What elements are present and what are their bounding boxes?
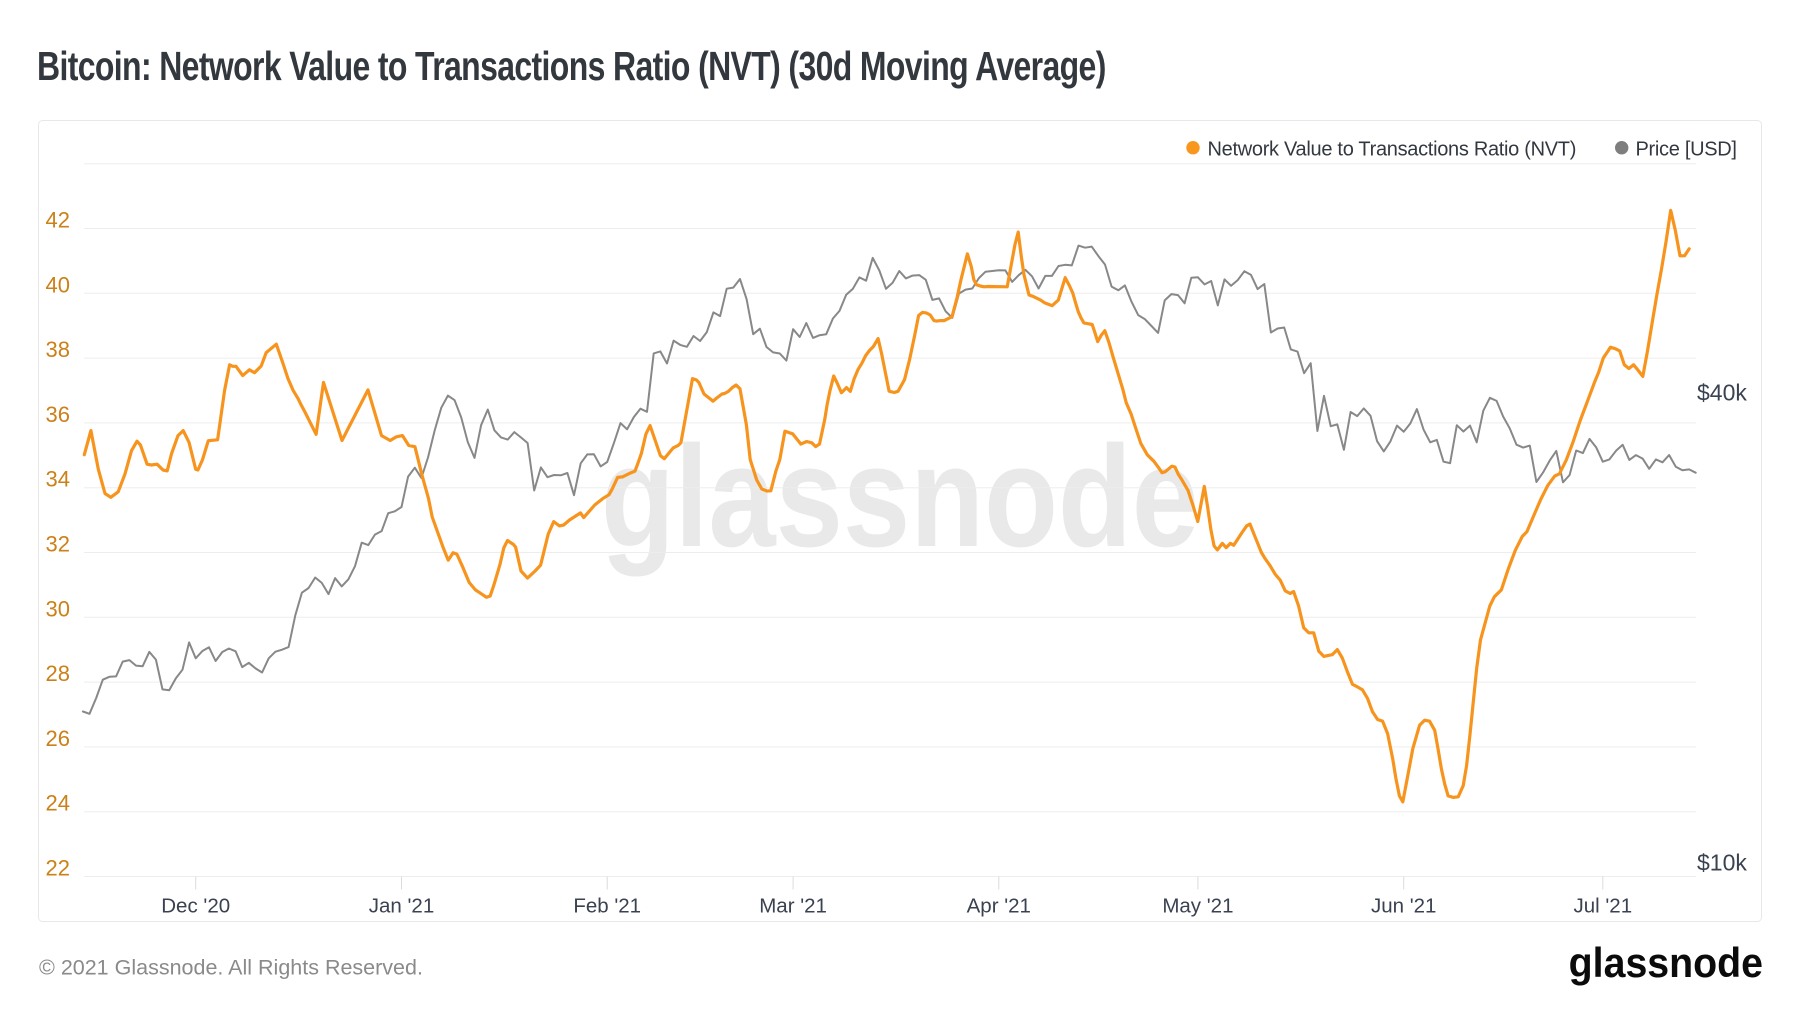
svg-text:Jan '21: Jan '21: [369, 895, 434, 918]
svg-text:30: 30: [46, 596, 70, 621]
svg-text:Jun '21: Jun '21: [1371, 895, 1436, 918]
svg-text:Mar '21: Mar '21: [759, 895, 827, 918]
svg-text:24: 24: [46, 791, 70, 816]
svg-text:$40k: $40k: [1697, 380, 1747, 406]
svg-text:36: 36: [46, 402, 70, 427]
svg-text:22: 22: [46, 856, 70, 881]
svg-text:40: 40: [46, 272, 70, 297]
svg-text:26: 26: [46, 726, 70, 751]
svg-text:$10k: $10k: [1697, 850, 1747, 876]
svg-text:May '21: May '21: [1162, 895, 1233, 918]
svg-text:38: 38: [46, 337, 70, 362]
svg-text:Feb '21: Feb '21: [573, 895, 641, 918]
svg-text:Jul '21: Jul '21: [1573, 895, 1632, 918]
svg-text:Price [USD]: Price [USD]: [1636, 138, 1737, 160]
svg-text:Bitcoin: Network Value to Tran: Bitcoin: Network Value to Transactions R…: [37, 43, 1106, 89]
svg-text:42: 42: [46, 208, 70, 233]
svg-text:glassnode: glassnode: [1569, 939, 1763, 986]
svg-text:Network Value to Transactions: Network Value to Transactions Ratio (NVT…: [1208, 138, 1577, 160]
svg-text:32: 32: [46, 532, 70, 557]
svg-text:Dec '20: Dec '20: [161, 895, 230, 918]
svg-text:glassnode: glassnode: [601, 417, 1199, 577]
svg-text:34: 34: [46, 467, 70, 492]
svg-text:© 2021 Glassnode. All Rights R: © 2021 Glassnode. All Rights Reserved.: [39, 956, 423, 980]
svg-text:28: 28: [46, 661, 70, 686]
svg-text:Apr '21: Apr '21: [967, 895, 1031, 918]
